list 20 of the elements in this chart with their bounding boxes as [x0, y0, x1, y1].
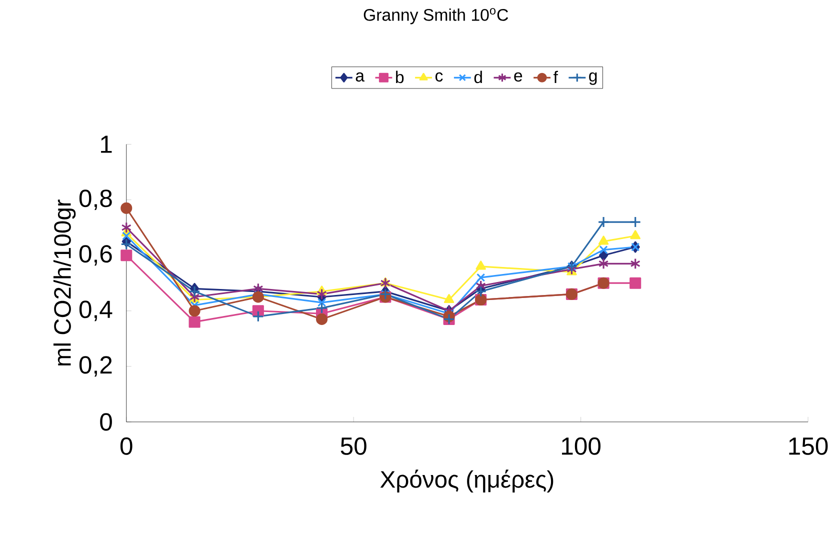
y-tick-label: 0,6 [79, 244, 112, 266]
chart-title: Granny Smith 10$^{o}$C [364, 8, 508, 24]
legend-label: b [396, 70, 404, 84]
y-tick-label: 0,2 [79, 356, 112, 376]
x-tick-label: 150 [789, 437, 828, 455]
y-axis-title: ml CO2/h/100gr [53, 199, 76, 366]
legend-label: c [435, 72, 443, 82]
y-tick-label: 1 [101, 136, 112, 153]
x-tick-label: 50 [340, 437, 366, 455]
x-tick-label: 100 [562, 437, 601, 455]
x-axis-title: Χρόνος (ημέρες) [380, 470, 554, 492]
legend-label: f [554, 70, 558, 83]
y-tick-label: 0,8 [79, 189, 112, 210]
y-tick-label: 0 [100, 412, 112, 431]
legend-label: g [589, 72, 597, 85]
legend-label: e [514, 72, 522, 82]
legend-label: d [474, 70, 482, 84]
x-tick-label: 0 [120, 437, 132, 455]
y-tick-label: 0,4 [79, 300, 112, 321]
legend-label: a [356, 72, 365, 82]
